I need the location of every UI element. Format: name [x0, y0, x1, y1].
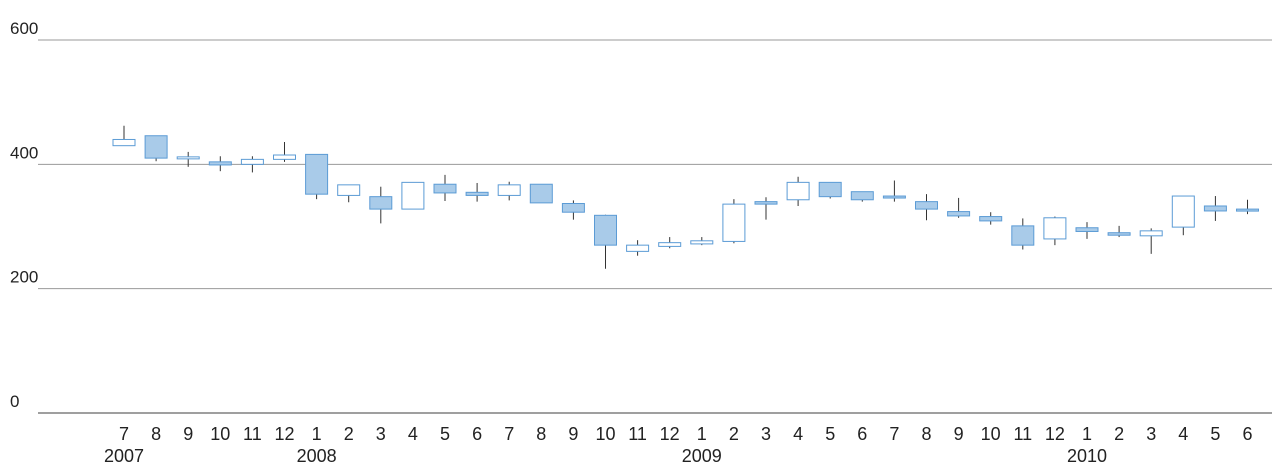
candle-body-up	[786, 181, 810, 201]
x-tick-label: 9	[568, 424, 578, 444]
candle-body-down	[1107, 232, 1131, 236]
x-tick-label: 5	[440, 424, 450, 444]
x-tick-label: 4	[408, 424, 418, 444]
candle-body-up	[626, 244, 650, 252]
x-tick-label: 3	[376, 424, 386, 444]
x-tick-label: 10	[595, 424, 615, 444]
candle-body-up	[690, 240, 714, 245]
x-tick-label: 5	[1210, 424, 1220, 444]
x-tick-label: 7	[889, 424, 899, 444]
y-tick-label: 0	[10, 392, 19, 411]
candle-body-down	[305, 153, 329, 195]
x-tick-label: 11	[1013, 424, 1032, 444]
candle-body-down	[369, 196, 393, 210]
x-year-label: 2010	[1067, 446, 1107, 466]
candle-body-down	[947, 211, 971, 217]
x-tick-label: 6	[472, 424, 482, 444]
candle-body-down	[818, 181, 842, 198]
candle-body-down	[208, 161, 232, 166]
candle-body-down	[594, 214, 617, 246]
candle-body-down	[915, 201, 938, 210]
candle-body-up	[401, 181, 425, 210]
candle-body-up	[112, 138, 136, 147]
candle-body-up	[658, 242, 682, 247]
x-tick-label: 3	[1146, 424, 1156, 444]
x-tick-label: 11	[243, 424, 262, 444]
x-tick-label: 7	[504, 424, 514, 444]
x-tick-label: 6	[1242, 424, 1252, 444]
x-tick-label: 12	[660, 424, 680, 444]
x-tick-label: 1	[1082, 424, 1092, 444]
candle-body-up	[1171, 195, 1195, 228]
candle-body-down	[144, 135, 168, 159]
candle-body-down	[754, 201, 778, 205]
y-tick-label: 600	[10, 19, 38, 38]
x-tick-label: 10	[210, 424, 230, 444]
x-tick-label: 2	[344, 424, 354, 444]
x-year-label: 2008	[297, 446, 337, 466]
candle-body-up	[273, 154, 296, 160]
candle-body-up	[1043, 217, 1067, 240]
candle-body-up	[722, 203, 746, 242]
x-tick-label: 7	[119, 424, 129, 444]
candle-body-up	[337, 184, 361, 196]
x-year-label: 2009	[682, 446, 722, 466]
candle-body-down	[882, 195, 906, 199]
candle-body-down	[561, 202, 585, 213]
x-tick-label: 9	[954, 424, 964, 444]
x-tick-label: 5	[825, 424, 835, 444]
x-tick-label: 9	[183, 424, 193, 444]
candle-body-down	[529, 183, 553, 204]
x-tick-label: 11	[628, 424, 647, 444]
x-tick-label: 12	[1045, 424, 1065, 444]
candle-body-down	[1203, 205, 1227, 212]
x-tick-label: 2	[1114, 424, 1124, 444]
x-tick-label: 6	[857, 424, 867, 444]
x-tick-label: 3	[761, 424, 771, 444]
candle-body-up	[497, 184, 521, 196]
x-tick-label: 1	[697, 424, 707, 444]
x-tick-label: 8	[536, 424, 546, 444]
candle-body-down	[1075, 227, 1099, 232]
x-tick-label: 4	[1178, 424, 1188, 444]
x-tick-label: 2	[729, 424, 739, 444]
candle-body-up	[1139, 230, 1163, 237]
candle-body-down	[1011, 225, 1035, 246]
x-tick-label: 8	[921, 424, 931, 444]
y-tick-label: 200	[10, 268, 38, 287]
candle-body-down	[433, 183, 457, 194]
candle-body-up	[240, 158, 264, 165]
candle-body-down	[465, 191, 489, 196]
x-tick-label: 4	[793, 424, 803, 444]
candle-body-down	[850, 191, 874, 201]
candle-body-up	[176, 156, 200, 160]
y-tick-label: 400	[10, 143, 38, 162]
x-tick-label: 10	[981, 424, 1001, 444]
x-tick-label: 1	[312, 424, 322, 444]
x-year-label: 2007	[104, 446, 144, 466]
candle-body-down	[979, 216, 1003, 222]
candle-body-down	[1236, 208, 1259, 212]
x-tick-label: 12	[274, 424, 294, 444]
x-tick-label: 8	[151, 424, 161, 444]
